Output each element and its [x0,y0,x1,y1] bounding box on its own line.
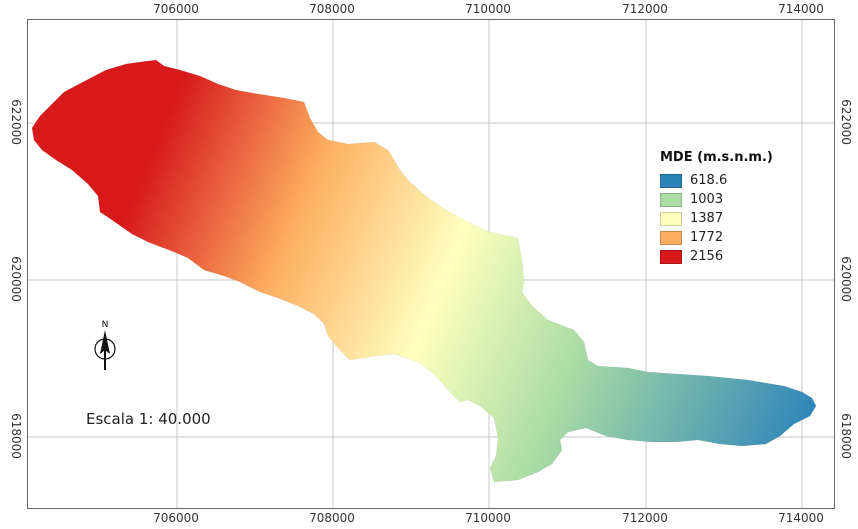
y-tick-left-618000: 618000 [9,413,23,459]
legend-label: 618.6 [690,173,728,188]
x-tick-bottom-708000: 708000 [309,511,355,525]
legend-swatch [660,173,682,188]
legend-item: 1387 [660,209,773,228]
legend-label: 1772 [690,230,724,245]
x-tick-top-708000: 708000 [309,2,355,16]
y-tick-left-620000: 620000 [9,256,23,302]
y-tick-right-620000: 620000 [839,256,853,302]
legend: MDE (m.s.n.m.) 618.6 1003 1387 1772 2156 [660,150,773,266]
y-tick-right-622000: 622000 [839,99,853,145]
legend-title: MDE (m.s.n.m.) [660,150,773,165]
watershed-dem[interactable] [31,59,817,483]
x-tick-top-712000: 712000 [622,2,668,16]
x-tick-bottom-712000: 712000 [622,511,668,525]
legend-item: 1003 [660,190,773,209]
legend-label: 2156 [690,249,724,264]
legend-label: 1387 [690,211,724,226]
x-tick-top-710000: 710000 [465,2,511,16]
north-arrow-head [100,330,110,354]
x-tick-top-706000: 706000 [153,2,199,16]
legend-swatch [660,249,682,264]
north-label: N [102,320,109,330]
legend-swatch [660,230,682,245]
y-tick-right-618000: 618000 [839,413,853,459]
x-tick-top-714000: 714000 [778,2,824,16]
x-tick-bottom-714000: 714000 [778,511,824,525]
map-canvas[interactable] [28,20,835,509]
legend-item: 2156 [660,247,773,266]
legend-swatch [660,211,682,226]
scale-text: Escala 1: 40.000 [86,410,211,428]
x-tick-bottom-706000: 706000 [153,511,199,525]
map-frame[interactable] [27,19,835,509]
legend-item: 618.6 [660,171,773,190]
y-tick-left-622000: 622000 [9,99,23,145]
legend-label: 1003 [690,192,724,207]
north-arrow-icon: N [94,320,116,370]
legend-item: 1772 [660,228,773,247]
legend-swatch [660,192,682,207]
x-tick-bottom-710000: 710000 [465,511,511,525]
